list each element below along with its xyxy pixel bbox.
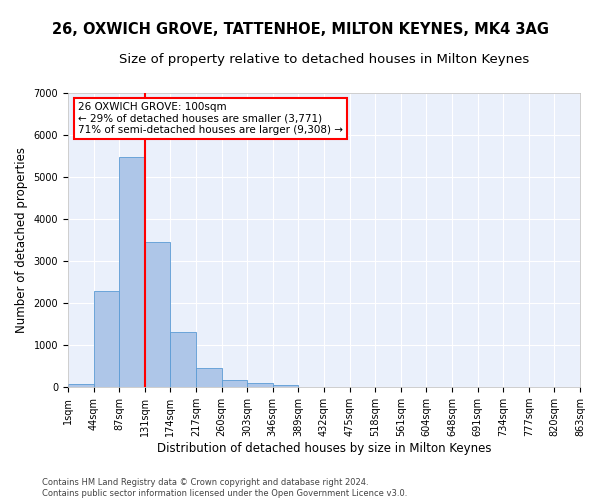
Bar — [196, 368, 221, 387]
Bar — [68, 384, 94, 387]
Title: Size of property relative to detached houses in Milton Keynes: Size of property relative to detached ho… — [119, 52, 529, 66]
Bar — [94, 292, 119, 387]
Text: 26, OXWICH GROVE, TATTENHOE, MILTON KEYNES, MK4 3AG: 26, OXWICH GROVE, TATTENHOE, MILTON KEYN… — [52, 22, 548, 38]
X-axis label: Distribution of detached houses by size in Milton Keynes: Distribution of detached houses by size … — [157, 442, 491, 455]
Bar — [119, 157, 145, 387]
Bar — [145, 242, 170, 387]
Bar — [170, 332, 196, 387]
Y-axis label: Number of detached properties: Number of detached properties — [15, 147, 28, 333]
Text: Contains HM Land Registry data © Crown copyright and database right 2024.
Contai: Contains HM Land Registry data © Crown c… — [42, 478, 407, 498]
Bar — [221, 380, 247, 387]
Bar — [273, 385, 298, 387]
Bar — [247, 384, 273, 387]
Text: 26 OXWICH GROVE: 100sqm
← 29% of detached houses are smaller (3,771)
71% of semi: 26 OXWICH GROVE: 100sqm ← 29% of detache… — [78, 102, 343, 135]
